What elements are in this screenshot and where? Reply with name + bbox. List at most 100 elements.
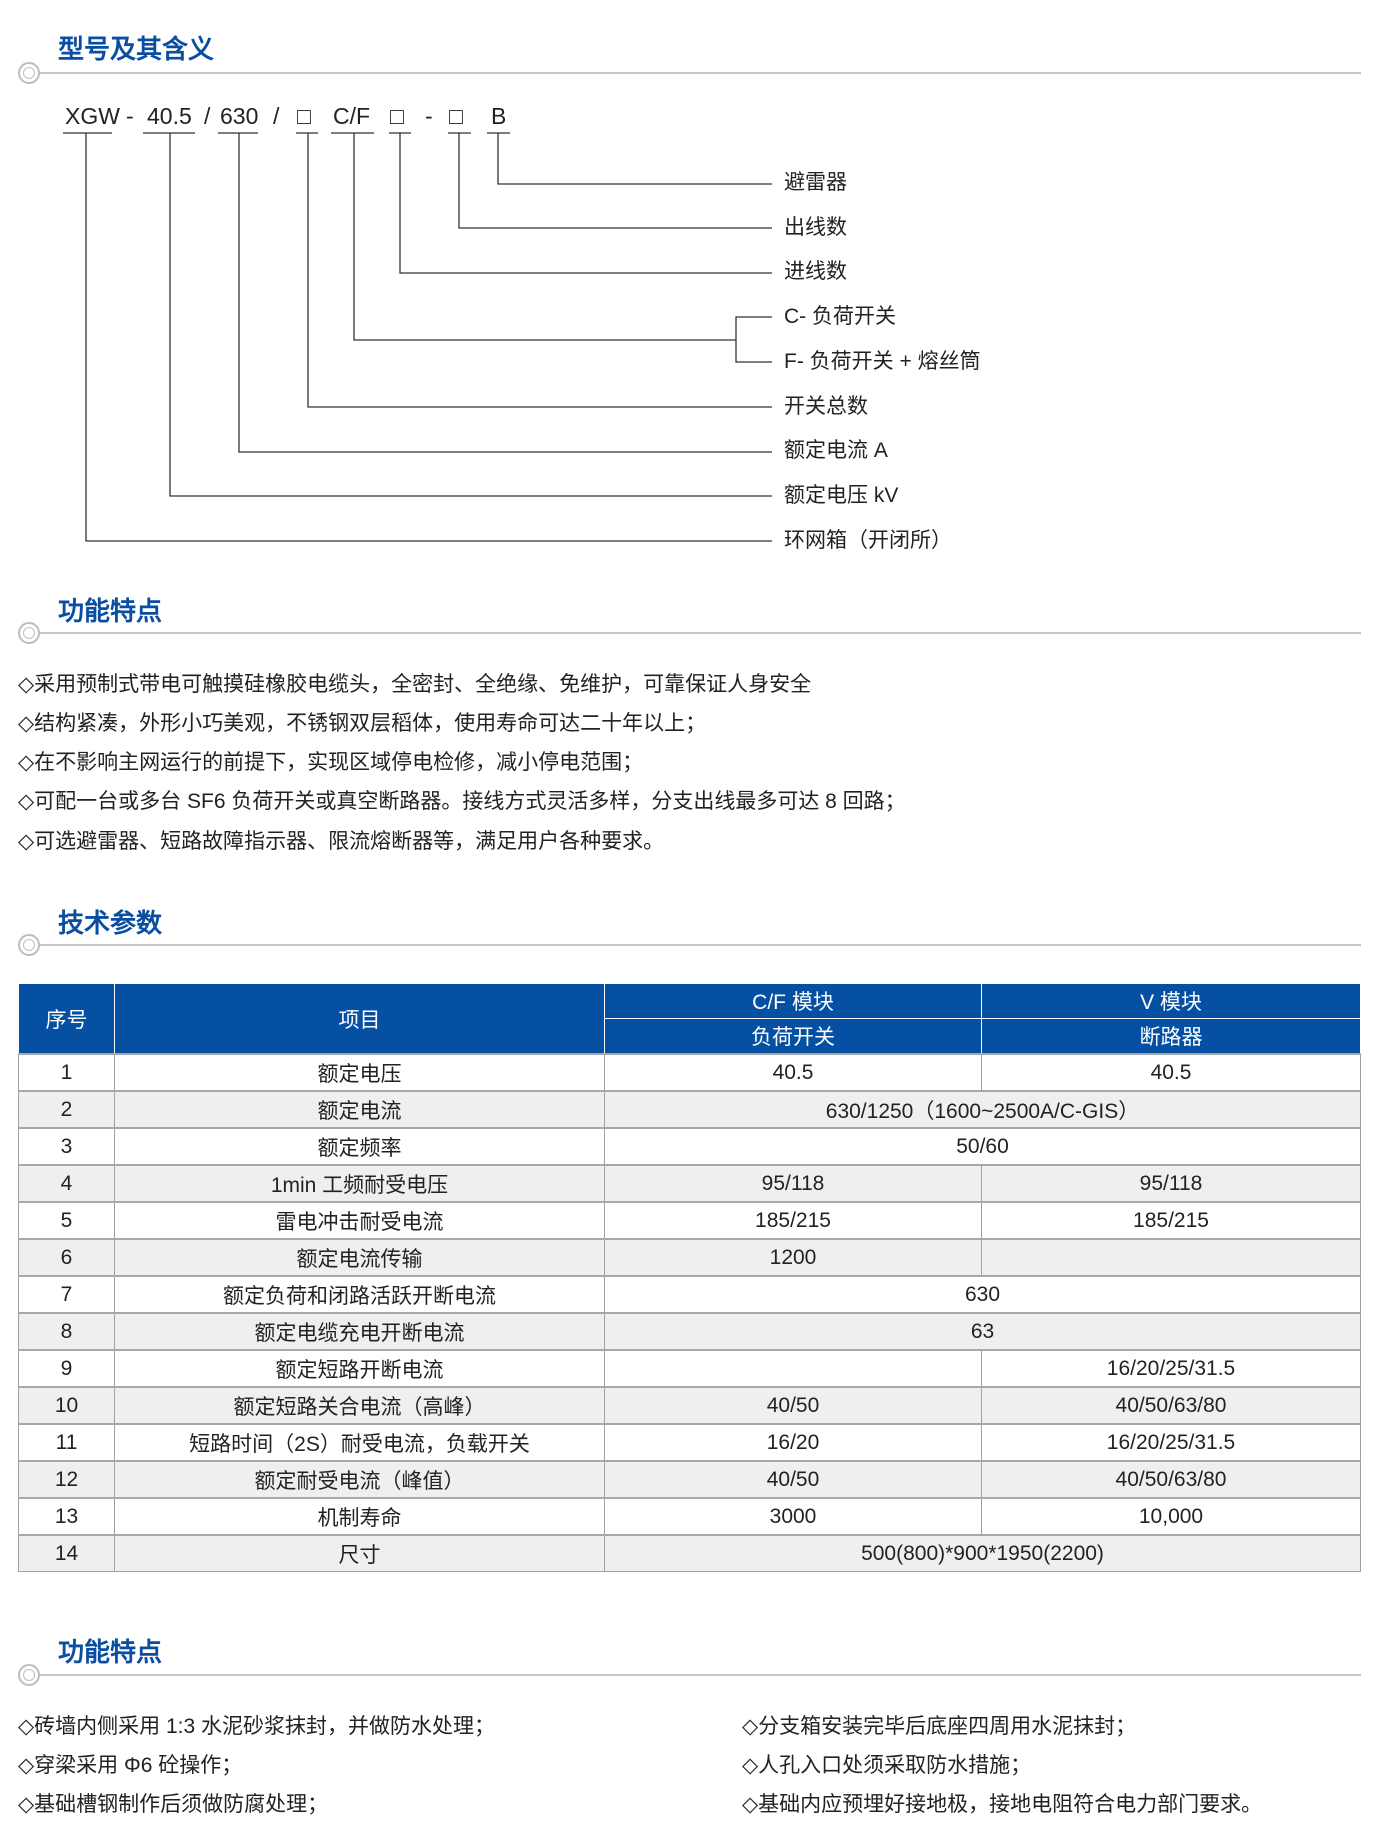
- cell-no: 1: [18, 1053, 115, 1092]
- cell-v: 40/50/63/80: [981, 1460, 1361, 1499]
- model-diagram: [63, 132, 772, 542]
- meaning-label: 额定电流 A: [784, 439, 888, 462]
- cell-v: 40/50/63/80: [981, 1386, 1361, 1425]
- table-row: 14 尺寸 500(800)*900*1950(2200): [18, 1534, 1361, 1572]
- cell-no: 9: [18, 1349, 115, 1388]
- header-cf-sub: 负荷开关: [604, 1018, 982, 1055]
- cell-item: 额定电流传输: [114, 1238, 605, 1277]
- formula-part: 40.5: [147, 103, 192, 129]
- cell-no: 5: [18, 1201, 115, 1240]
- table-row: 1 额定电压 40.5 40.5: [18, 1053, 1361, 1092]
- cell-cf: 185/215: [604, 1201, 982, 1240]
- formula-part: □: [390, 103, 404, 129]
- header-v: V 模块: [981, 983, 1361, 1019]
- section-title-model: 型号及其含义: [58, 34, 215, 64]
- cell-value-merged: 63: [604, 1312, 1361, 1351]
- section-divider: [40, 72, 1361, 74]
- cell-cf: 16/20: [604, 1423, 982, 1462]
- cell-cf: 40.5: [604, 1053, 982, 1092]
- meaning-label: 环网箱（开闭所）: [784, 529, 952, 552]
- cell-cf: 3000: [604, 1497, 982, 1536]
- section-title-params: 技术参数: [58, 908, 163, 938]
- header-v-sub: 断路器: [981, 1018, 1361, 1055]
- table-row: 8 额定电缆充电开断电流 63: [18, 1312, 1361, 1351]
- table-row: 6 额定电流传输 1200: [18, 1238, 1361, 1277]
- table-row: 12 额定耐受电流（峰值） 40/50 40/50/63/80: [18, 1460, 1361, 1499]
- section-divider: [40, 1674, 1361, 1676]
- cell-value-merged: 630/1250（1600~2500A/C-GIS）: [604, 1090, 1361, 1129]
- table-row: 9 额定短路开断电流 16/20/25/31.5: [18, 1349, 1361, 1388]
- cell-no: 13: [18, 1497, 115, 1536]
- cell-item: 额定电缆充电开断电流: [114, 1312, 605, 1351]
- install-item: ◇砖墙内侧采用 1:3 水泥砂浆抹封，并做防水处理；: [18, 1715, 496, 1738]
- cell-v: 16/20/25/31.5: [981, 1349, 1361, 1388]
- meaning-label: 开关总数: [784, 395, 868, 418]
- cell-no: 3: [18, 1127, 115, 1166]
- feature-item: ◇在不影响主网运行的前提下，实现区域停电检修，减小停电范围；: [18, 751, 644, 774]
- cell-no: 4: [18, 1164, 115, 1203]
- cell-value-merged: 50/60: [604, 1127, 1361, 1166]
- formula-part: -: [425, 103, 433, 129]
- formula-part: -: [126, 103, 134, 129]
- meaning-label: F- 负荷开关 + 熔丝筒: [784, 350, 981, 373]
- cell-item: 1min 工频耐受电压: [114, 1164, 605, 1203]
- cell-item: 短路时间（2S）耐受电流，负载开关: [114, 1423, 605, 1462]
- cell-value-merged: 630: [604, 1275, 1361, 1314]
- cell-no: 7: [18, 1275, 115, 1314]
- formula-part: /: [273, 103, 280, 129]
- formula-part: 630: [220, 103, 259, 129]
- formula-part: XGW: [65, 103, 120, 129]
- cell-v: 16/20/25/31.5: [981, 1423, 1361, 1462]
- cell-value-merged: 500(800)*900*1950(2200): [604, 1534, 1361, 1572]
- table-row: 10 额定短路关合电流（高峰） 40/50 40/50/63/80: [18, 1386, 1361, 1425]
- meaning-label: 避雷器: [784, 171, 847, 194]
- formula-part: □: [297, 103, 311, 129]
- meaning-label: C- 负荷开关: [784, 305, 896, 328]
- section-title-features-2: 功能特点: [58, 1637, 163, 1667]
- cell-v: 10,000: [981, 1497, 1361, 1536]
- section-circle-icon: [18, 62, 40, 84]
- cell-cf: 40/50: [604, 1460, 982, 1499]
- cell-item: 额定频率: [114, 1127, 605, 1166]
- cell-no: 8: [18, 1312, 115, 1351]
- table-row: 2 额定电流 630/1250（1600~2500A/C-GIS）: [18, 1090, 1361, 1129]
- formula-part: C/F: [333, 103, 371, 129]
- table-row: 5 雷电冲击耐受电流 185/215 185/215: [18, 1201, 1361, 1240]
- cell-cf: 40/50: [604, 1386, 982, 1425]
- meaning-label: 进线数: [784, 260, 847, 283]
- section-divider: [40, 632, 1361, 634]
- formula-part: B: [491, 103, 507, 129]
- cell-item: 尺寸: [114, 1534, 605, 1572]
- cell-item: 额定耐受电流（峰值）: [114, 1460, 605, 1499]
- section-circle-icon: [18, 1664, 40, 1686]
- params-table: 序号 项目 C/F 模块 V 模块 负荷开关 断路器 1 额定电压 40.5 40.5…: [18, 983, 1361, 1572]
- feature-item: ◇可配一台或多台 SF6 负荷开关或真空断路器。接线方式灵活多样，分支出线最多可…: [18, 790, 906, 813]
- meaning-label: 出线数: [784, 216, 847, 239]
- cell-item: 额定电流: [114, 1090, 605, 1129]
- cell-cf: 95/118: [604, 1164, 982, 1203]
- install-item: ◇基础内应预埋好接地极，接地电阻符合电力部门要求。: [742, 1793, 1263, 1816]
- install-item: ◇穿梁采用 Φ6 砼操作；: [18, 1754, 243, 1777]
- cell-cf: [604, 1349, 982, 1388]
- section-circle-icon: [18, 934, 40, 956]
- feature-item: ◇可选避雷器、短路故障指示器、限流熔断器等，满足用户各种要求。: [18, 830, 665, 853]
- install-item: ◇基础槽钢制作后须做防腐处理；: [18, 1793, 329, 1816]
- cell-item: 额定负荷和闭路活跃开断电流: [114, 1275, 605, 1314]
- header-item: 项目: [114, 983, 605, 1055]
- cell-item: 雷电冲击耐受电流: [114, 1201, 605, 1240]
- section-circle-icon: [18, 622, 40, 644]
- cell-no: 12: [18, 1460, 115, 1499]
- table-row: 4 1min 工频耐受电压 95/118 95/118: [18, 1164, 1361, 1203]
- table-row: 3 额定频率 50/60: [18, 1127, 1361, 1166]
- cell-cf: 1200: [604, 1238, 982, 1277]
- section-divider: [40, 944, 1361, 946]
- cell-v: 40.5: [981, 1053, 1361, 1092]
- cell-no: 11: [18, 1423, 115, 1462]
- cell-item: 机制寿命: [114, 1497, 605, 1536]
- table-row: 11 短路时间（2S）耐受电流，负载开关 16/20 16/20/25/31.5: [18, 1423, 1361, 1462]
- cell-item: 额定短路关合电流（高峰）: [114, 1386, 605, 1425]
- header-cf: C/F 模块: [604, 983, 982, 1019]
- meaning-label: 额定电压 kV: [784, 484, 899, 507]
- cell-no: 14: [18, 1534, 115, 1572]
- header-no: 序号: [18, 983, 115, 1055]
